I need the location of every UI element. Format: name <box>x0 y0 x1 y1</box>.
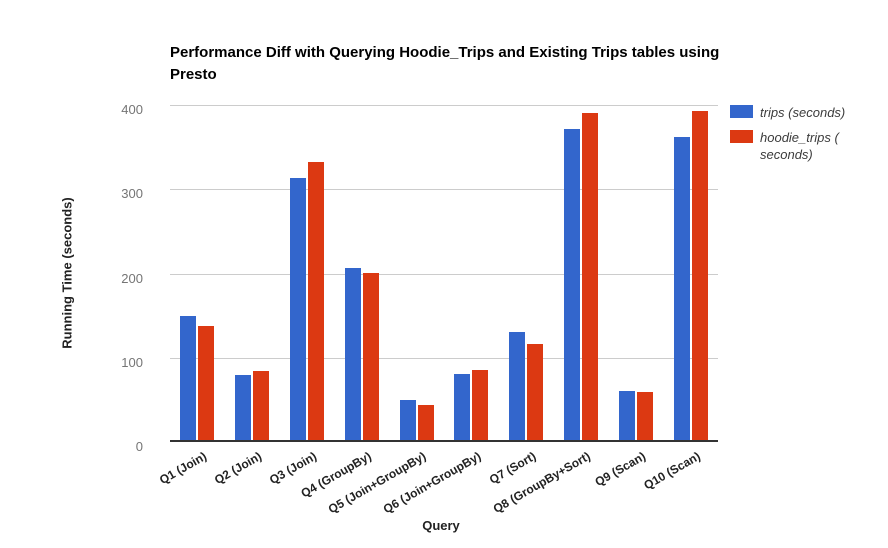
gridline-200 <box>170 273 718 275</box>
x-axis-tick-label: Q2 (Join) <box>212 449 265 488</box>
bar-hoodie_trips-1[interactable] <box>198 325 215 442</box>
x-axis-title: Query <box>422 518 460 533</box>
bar-hoodie_trips-10[interactable] <box>691 110 708 442</box>
x-axis-tick-label: Q10 (Scan) <box>641 449 703 493</box>
plot-area <box>170 105 718 442</box>
bar-trips-3[interactable] <box>290 178 306 442</box>
bar-trips-6[interactable] <box>454 373 471 442</box>
bar-hoodie_trips-3[interactable] <box>308 162 324 442</box>
y-axis-tick-label: 200 <box>121 270 143 286</box>
legend-label-trips: trips (seconds) <box>760 105 846 120</box>
x-axis-tick-label: Q8 (GroupBy+Sort) <box>491 449 593 516</box>
y-axis-tick-label: 100 <box>121 354 143 370</box>
bar-trips-1[interactable] <box>180 315 197 442</box>
bar-trips-9[interactable] <box>618 391 635 442</box>
bar-trips-10[interactable] <box>673 137 690 442</box>
bar-hoodie_trips-5[interactable] <box>417 404 434 442</box>
bar-trips-4[interactable] <box>344 267 361 442</box>
bar-trips-8[interactable] <box>564 129 580 442</box>
bar-hoodie_trips-2[interactable] <box>253 371 270 442</box>
bar-hoodie_trips-6[interactable] <box>472 370 489 442</box>
y-axis-tick-label: 0 <box>135 439 143 454</box>
gridline-300 <box>170 189 718 191</box>
x-axis-tick-label: Q1 (Join) <box>157 449 210 488</box>
bar-trips-7[interactable] <box>509 332 526 442</box>
y-axis-tick-label: 300 <box>121 186 143 202</box>
legend: trips (seconds) hoodie_trips ( seconds) <box>730 104 856 171</box>
bar-trips-2[interactable] <box>235 374 252 442</box>
x-axis-tick-label: Q9 (Scan) <box>592 449 648 490</box>
chart-title: Performance Diff with Querying Hoodie_Tr… <box>170 44 720 83</box>
y-axis-title: Running Time (seconds) <box>59 197 75 349</box>
bar-hoodie_trips-4[interactable] <box>362 272 379 442</box>
legend-swatch-hoodie_trips <box>730 130 753 143</box>
bar-trips-5[interactable] <box>399 399 416 442</box>
x-axis-tick-label: Q6 (Join+GroupBy) <box>380 449 484 517</box>
y-axis-tick-label: 400 <box>121 102 143 117</box>
bar-hoodie_trips-8[interactable] <box>582 113 598 442</box>
bar-hoodie_trips-7[interactable] <box>527 344 544 442</box>
legend-label-hoodie_trips: hoodie_trips ( seconds) <box>760 130 839 162</box>
gridline-100 <box>170 357 718 359</box>
legend-swatch-trips <box>730 105 753 118</box>
legend-item-trips: trips (seconds) <box>730 104 856 121</box>
bar-hoodie_trips-9[interactable] <box>636 392 653 442</box>
x-axis-tick-label: Q5 (Join+GroupBy) <box>326 449 429 517</box>
legend-item-hoodie_trips: hoodie_trips ( seconds) <box>730 129 856 163</box>
x-axis-line <box>170 440 718 442</box>
gridline-400 <box>170 105 718 106</box>
